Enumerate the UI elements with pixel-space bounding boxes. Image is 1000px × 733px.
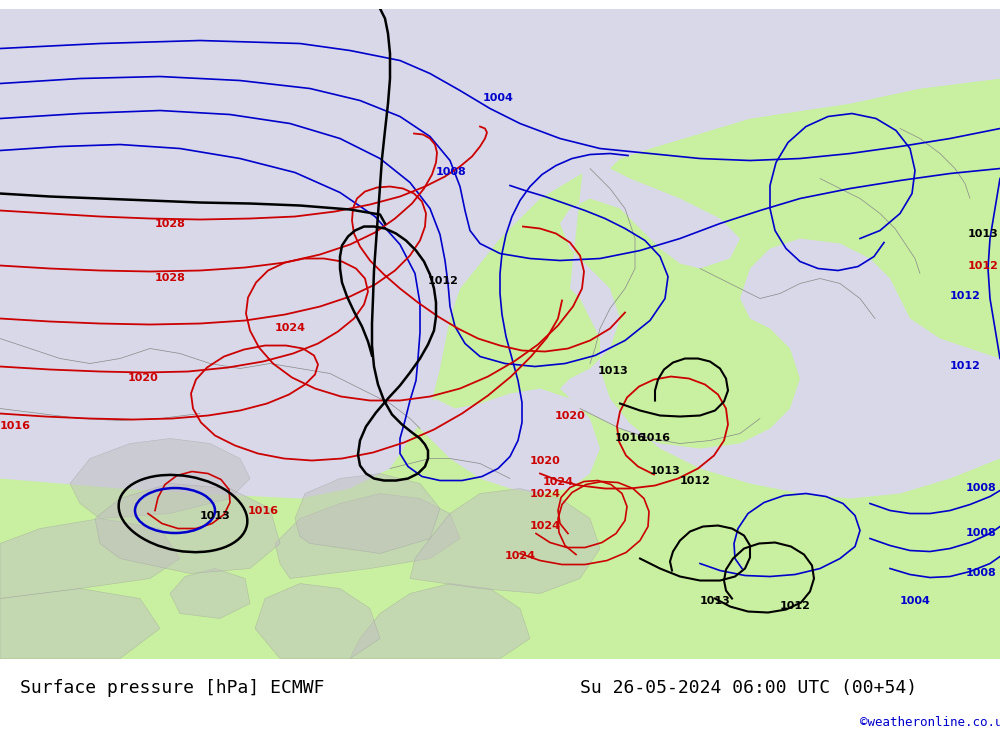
Polygon shape [0, 518, 180, 599]
Text: 1012: 1012 [680, 476, 711, 485]
Polygon shape [350, 583, 530, 658]
Text: 1020: 1020 [530, 455, 561, 465]
Polygon shape [70, 438, 250, 518]
Text: 1016: 1016 [640, 432, 671, 443]
Text: 1008: 1008 [436, 166, 467, 177]
Polygon shape [0, 9, 1000, 498]
Text: Su 26-05-2024 06:00 UTC (00+54): Su 26-05-2024 06:00 UTC (00+54) [580, 679, 917, 697]
Text: 1024: 1024 [505, 550, 536, 561]
Text: Surface pressure [hPa] ECMWF: Surface pressure [hPa] ECMWF [20, 679, 324, 697]
Text: 1013: 1013 [200, 510, 231, 520]
Text: 1013: 1013 [650, 465, 681, 476]
Text: 1012: 1012 [950, 290, 981, 301]
Text: 1008: 1008 [966, 482, 997, 493]
Text: 1016: 1016 [248, 506, 279, 515]
Polygon shape [255, 583, 380, 658]
Polygon shape [410, 488, 600, 594]
Polygon shape [295, 474, 440, 553]
Text: 1004: 1004 [900, 595, 931, 605]
Text: 1020: 1020 [128, 372, 159, 383]
Polygon shape [360, 139, 650, 429]
Text: 1024: 1024 [530, 488, 561, 498]
Polygon shape [560, 9, 1000, 498]
Text: 1013: 1013 [598, 366, 629, 375]
Text: 1012: 1012 [428, 276, 459, 286]
Text: 1024: 1024 [543, 476, 574, 487]
Text: 1013: 1013 [968, 229, 999, 238]
Polygon shape [275, 493, 460, 578]
Text: 1013: 1013 [700, 595, 731, 605]
Text: 1004: 1004 [483, 92, 514, 103]
Polygon shape [170, 569, 250, 619]
Polygon shape [0, 9, 1000, 658]
Text: 1008: 1008 [966, 567, 997, 578]
Text: 1012: 1012 [968, 260, 999, 270]
Text: 1016: 1016 [615, 432, 646, 443]
Text: 1028: 1028 [155, 273, 186, 282]
Polygon shape [0, 589, 160, 658]
Polygon shape [420, 388, 600, 493]
Polygon shape [290, 268, 460, 438]
Text: 1012: 1012 [950, 361, 981, 370]
Polygon shape [95, 484, 280, 573]
Text: 1020: 1020 [555, 410, 586, 421]
Text: 1012: 1012 [780, 600, 811, 611]
Text: 1008: 1008 [966, 528, 997, 537]
Text: 1016: 1016 [0, 421, 31, 430]
Text: ©weatheronline.co.uk: ©weatheronline.co.uk [860, 716, 1000, 729]
Text: 1024: 1024 [530, 520, 561, 531]
Text: 1024: 1024 [275, 323, 306, 333]
Text: 1028: 1028 [155, 218, 186, 229]
